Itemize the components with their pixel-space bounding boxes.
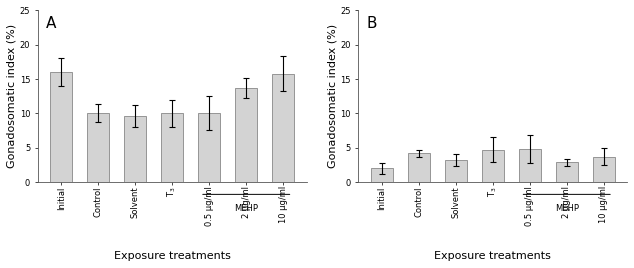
Bar <box>272 74 294 182</box>
Text: A: A <box>46 16 56 31</box>
X-axis label: Exposure treatments: Exposure treatments <box>434 251 551 261</box>
Bar <box>555 162 578 182</box>
Bar <box>50 72 72 182</box>
Bar <box>444 160 467 182</box>
Bar <box>235 88 257 182</box>
Bar <box>124 116 146 182</box>
Bar <box>198 113 221 182</box>
Bar <box>370 168 392 182</box>
Bar <box>161 113 183 182</box>
Text: MEHP: MEHP <box>234 204 258 213</box>
Bar <box>482 150 504 182</box>
Bar <box>519 149 541 182</box>
Text: MEHP: MEHP <box>555 204 579 213</box>
Bar <box>408 153 430 182</box>
Text: B: B <box>366 16 377 31</box>
Bar <box>593 157 615 182</box>
X-axis label: Exposure treatments: Exposure treatments <box>113 251 231 261</box>
Bar <box>87 113 109 182</box>
Y-axis label: Gonadosomatic index (%): Gonadosomatic index (%) <box>327 24 337 168</box>
Y-axis label: Gonadosomatic index (%): Gonadosomatic index (%) <box>7 24 17 168</box>
